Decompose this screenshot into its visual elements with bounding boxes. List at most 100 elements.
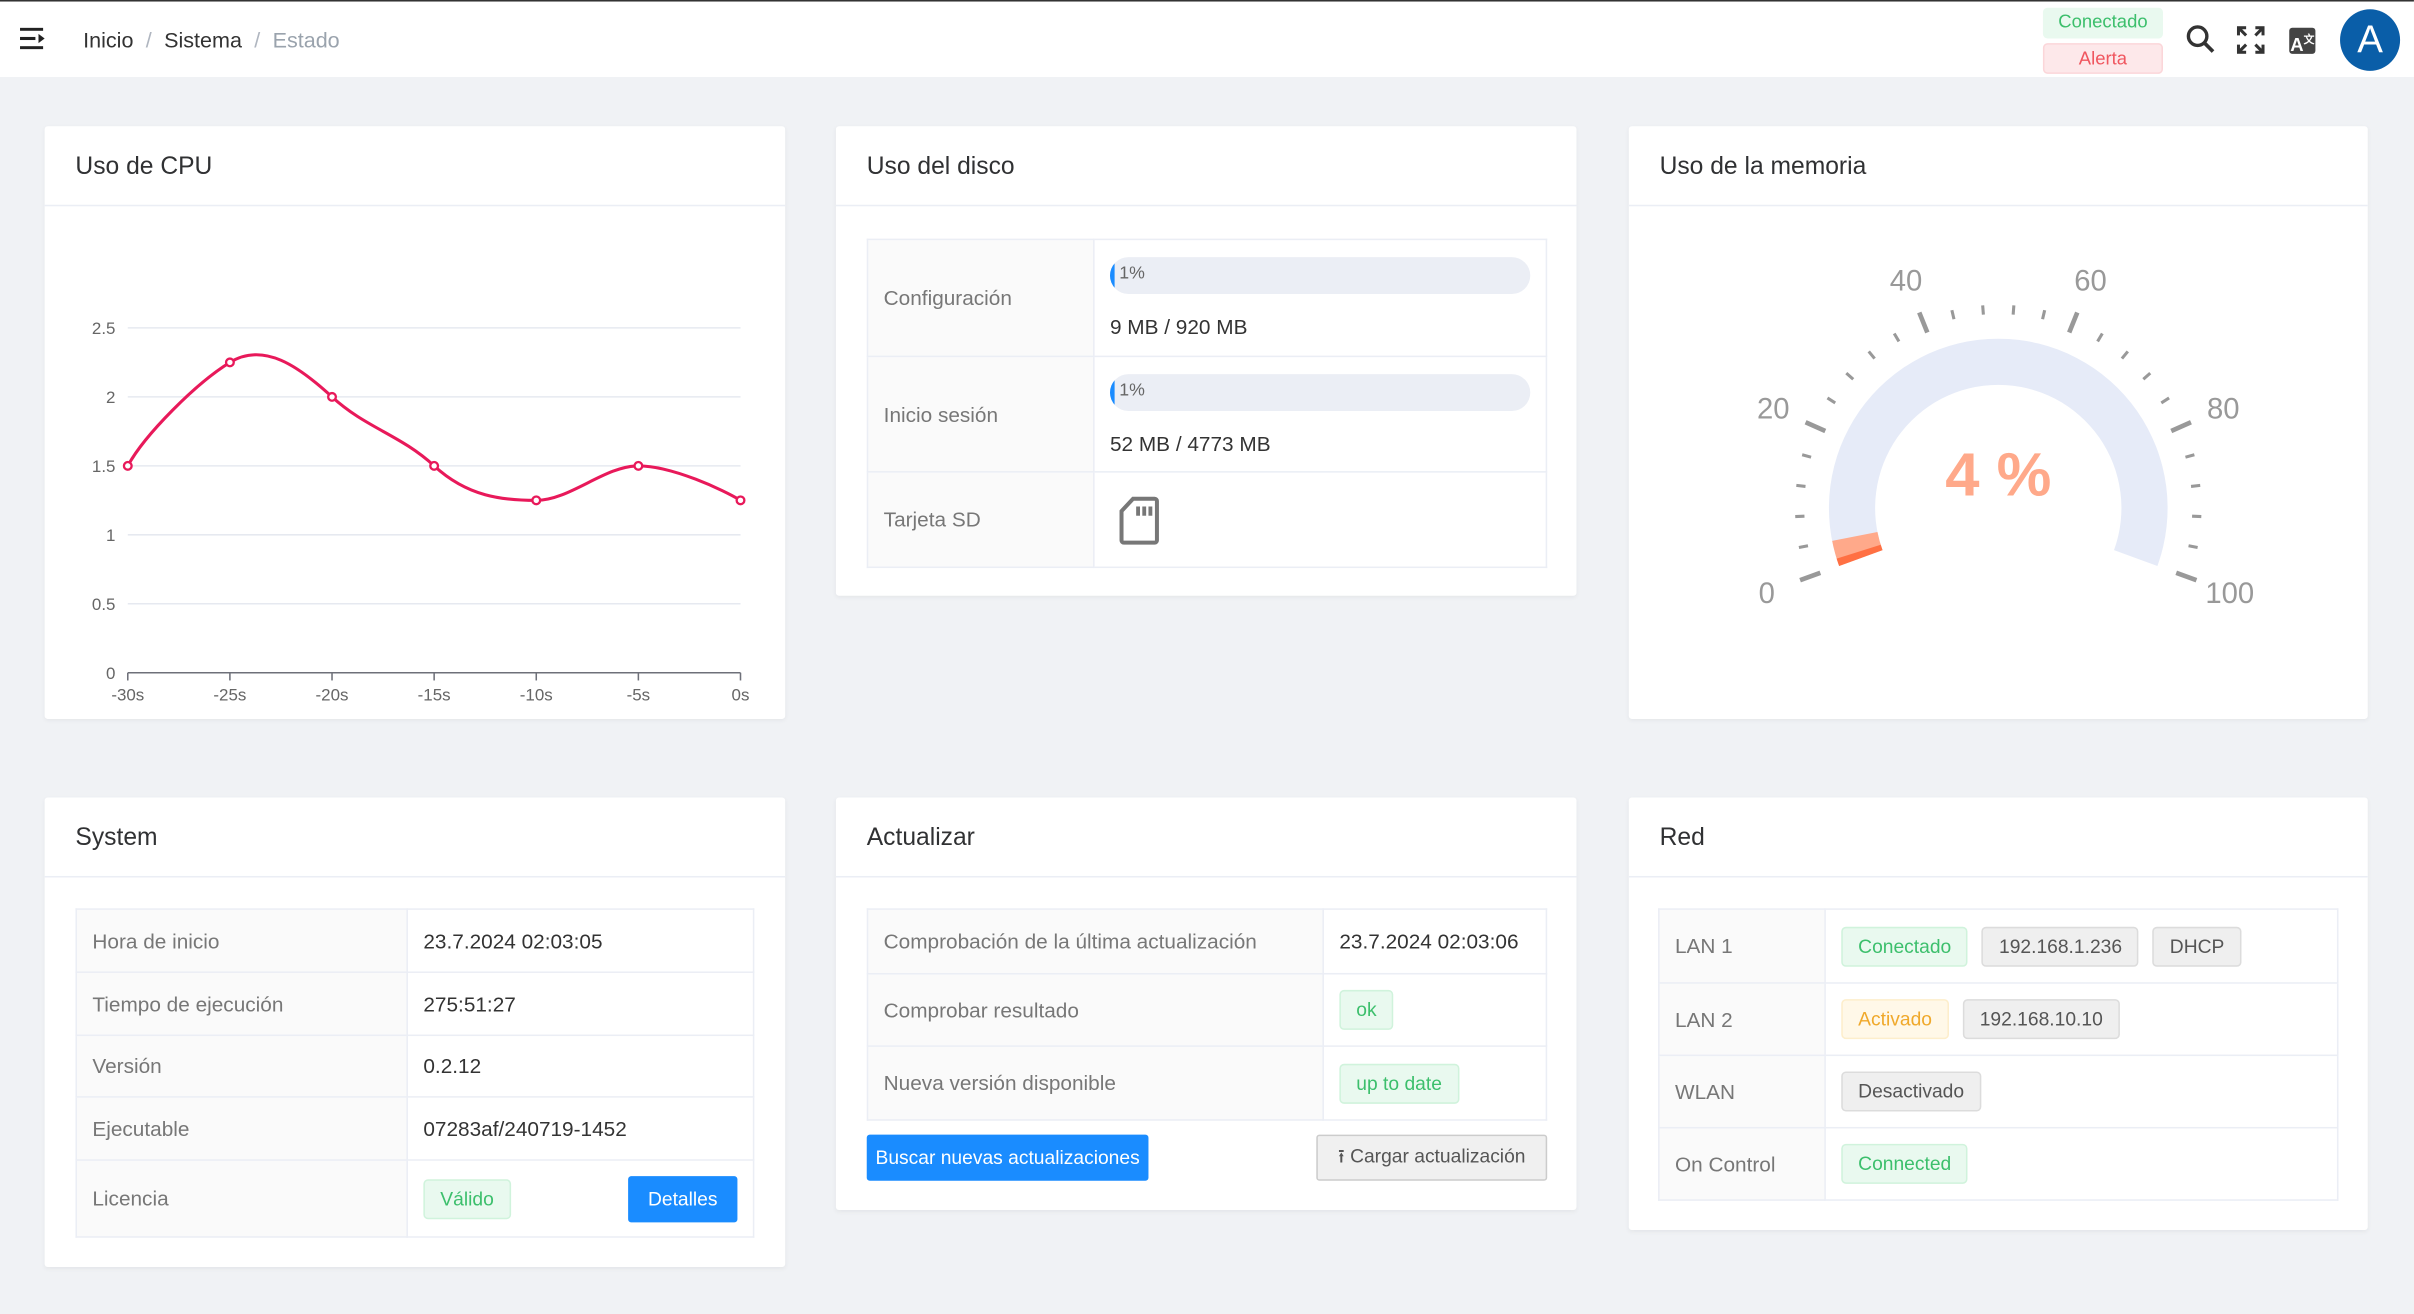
table-row: Inicio sesión 1% 52 MB / 4773 MB	[866, 355, 1548, 473]
fullscreen-icon[interactable]	[2236, 26, 2265, 58]
gauge-major-tick	[1804, 420, 1827, 434]
row-value: 23.7.2024 02:03:06	[1322, 908, 1548, 975]
cpu-series-line	[126, 353, 742, 502]
gauge-minor-tick	[1950, 309, 1956, 320]
alert-status-badge[interactable]: Alerta	[2042, 43, 2163, 74]
y-tick-label: 0.5	[92, 595, 116, 614]
upload-icon: ⭱	[1337, 1144, 1351, 1167]
gauge-minor-tick	[2185, 453, 2195, 459]
row-value: 275:51:27	[406, 971, 755, 1037]
gauge-minor-tick	[1867, 350, 1876, 360]
upload-button-label: Cargar actualización	[1350, 1144, 1526, 1167]
y-tick-label: 2	[106, 388, 115, 407]
gauge-tick-label: 40	[1890, 265, 1923, 297]
check-updates-button[interactable]: Buscar nuevas actualizaciones	[866, 1134, 1149, 1181]
data-point	[531, 495, 542, 506]
card-title: Uso del disco	[835, 126, 1577, 207]
network-card: Red LAN 1 Conectado 192.168.1.236 DHCP LAN…	[1628, 797, 2368, 1231]
gauge-minor-tick	[1981, 305, 1985, 315]
table-row: Licencia Válido Detalles	[75, 1159, 755, 1238]
row-label: Versión	[75, 1034, 408, 1098]
card-title: Uso de la memoria	[1628, 126, 2368, 207]
table-row: Ejecutable 07283af/240719-1452	[75, 1096, 755, 1161]
x-tick-label: -25s	[213, 685, 246, 704]
row-label: Tiempo de ejecución	[75, 971, 408, 1037]
x-tick-label: -15s	[418, 685, 451, 704]
table-row: Versión 0.2.12	[75, 1034, 755, 1098]
gauge-minor-tick	[2188, 544, 2198, 550]
gauge-major-tick	[1799, 570, 1822, 583]
row-label: Hora de inicio	[75, 908, 408, 973]
table-row: Comprobar resultado ok	[866, 972, 1548, 1047]
gauge-minor-tick	[2160, 396, 2170, 405]
table-row: Hora de inicio 23.7.2024 02:03:05	[75, 908, 755, 973]
data-point	[327, 391, 338, 402]
gauge-major-tick	[2067, 311, 2080, 334]
x-tick-label: -10s	[520, 685, 553, 704]
row-label: Nueva versión disponible	[866, 1045, 1324, 1121]
update-card: Actualizar Comprobación de la última act…	[835, 797, 1577, 1211]
network-table: LAN 1 Conectado 192.168.1.236 DHCP LAN 2 A…	[1658, 908, 2339, 1201]
row-label: Comprobación de la última actualización	[866, 908, 1324, 975]
breadcrumb-inicio[interactable]: Inicio	[83, 27, 134, 53]
upload-update-button[interactable]: ⭱ Cargar actualización	[1316, 1134, 1548, 1181]
search-icon[interactable]	[2186, 25, 2215, 59]
breadcrumb-sistema[interactable]: Sistema	[164, 27, 242, 53]
data-point	[633, 460, 644, 471]
gauge-major-tick	[2170, 420, 2192, 434]
row-label: On Control	[1658, 1126, 1826, 1201]
breadcrumb-separator: /	[145, 27, 152, 53]
lan1-ip-badge: 192.168.1.236	[1982, 926, 2140, 967]
menu-icon[interactable]	[20, 27, 46, 50]
gauge-minor-tick	[1796, 483, 1806, 488]
x-tick-label: 0s	[732, 685, 750, 704]
lan2-status-badge: Activado	[1841, 999, 1949, 1040]
gauge-track	[1828, 338, 2168, 566]
progress-label: 1%	[1119, 264, 1145, 284]
row-label: LAN 2	[1658, 982, 1826, 1057]
card-title: System	[44, 797, 786, 878]
lan1-status-badge: Conectado	[1841, 926, 1969, 967]
avatar[interactable]: A	[2340, 9, 2401, 71]
memory-gauge: 0 20 40 60 80 100	[1757, 265, 2254, 610]
y-tick-label: 1	[106, 526, 115, 545]
update-table: Comprobación de la última actualización 2…	[866, 908, 1548, 1121]
memory-usage-card: Uso de la memoria 0 20 40 60 80 100 4 %	[1628, 126, 2368, 719]
gauge-minor-tick	[2096, 332, 2104, 343]
cpu-usage-card: Uso de CPU 0 0.5 1 1.5 2 2.5 -30s -25s -20s -15s -…	[44, 126, 786, 719]
usage-text: 9 MB / 920 MB	[1109, 315, 1248, 339]
oncontrol-status-badge: Connected	[1841, 1143, 1969, 1184]
progress-label: 1%	[1119, 381, 1145, 400]
y-tick-label: 1.5	[92, 457, 116, 476]
data-point	[735, 495, 746, 506]
row-label: Tarjeta SD	[866, 471, 1095, 569]
breadcrumb-separator: /	[254, 27, 261, 53]
lan2-ip-badge: 192.168.10.10	[1962, 999, 2120, 1040]
gauge-major-tick	[2175, 570, 2198, 583]
translate-icon[interactable]: A文	[2289, 27, 2316, 55]
system-card: System Hora de inicio 23.7.2024 02:03:05 …	[44, 797, 786, 1268]
license-badge: Válido	[423, 1178, 511, 1219]
gauge-minor-tick	[1892, 332, 1901, 343]
row-label: WLAN	[1658, 1054, 1826, 1129]
connection-status-badge: Conectado	[2042, 7, 2163, 39]
gauge-minor-tick	[1801, 453, 1812, 459]
sd-card-icon	[1119, 496, 1159, 550]
new-version-badge: up to date	[1339, 1063, 1459, 1104]
table-row: Tiempo de ejecución 275:51:27	[75, 971, 755, 1037]
gauge-minor-tick	[2011, 305, 2016, 315]
license-details-button[interactable]: Detalles	[628, 1176, 738, 1223]
table-row: Tarjeta SD	[866, 471, 1548, 569]
row-value: 0.2.12	[406, 1034, 755, 1098]
x-tick-label: -30s	[111, 685, 144, 704]
lan1-mode-badge: DHCP	[2152, 926, 2242, 967]
data-point	[224, 357, 235, 368]
gauge-minor-tick	[1826, 396, 1837, 405]
usage-text: 52 MB / 4773 MB	[1109, 431, 1271, 455]
gauge-minor-tick	[2120, 350, 2129, 360]
card-title: Uso de CPU	[44, 126, 786, 207]
breadcrumb: Inicio / Sistema / Estado	[83, 28, 340, 53]
gauge-minor-tick	[2190, 483, 2201, 488]
row-label: Ejecutable	[75, 1096, 408, 1161]
cpu-line-chart: 0 0.5 1 1.5 2 2.5 -30s -25s -20s -15s -10s -5s 0s	[92, 319, 750, 704]
